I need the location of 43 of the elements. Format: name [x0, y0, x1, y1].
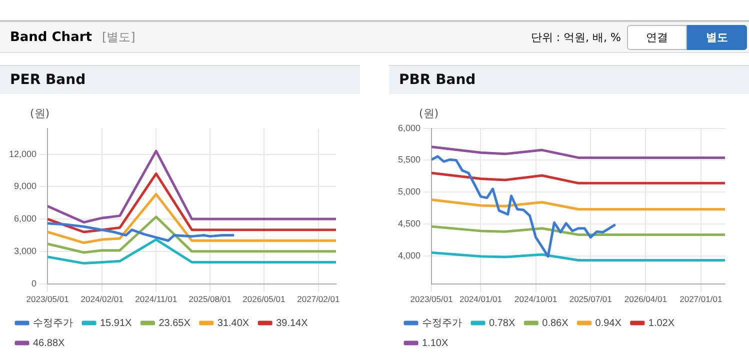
text: 단위 : 억원, 배, %: [530, 30, 621, 44]
x-tick-label: 2023/05/01: [26, 294, 70, 304]
legend-label: 수정주가: [33, 318, 73, 329]
y-tick-label: 3,000: [14, 246, 37, 256]
y-tick-label: 6,000: [398, 122, 421, 133]
text: 별도: [687, 24, 747, 50]
x-tick-label: 2026/05/01: [242, 294, 286, 304]
y-tick-label: 4,000: [398, 250, 421, 260]
x-tick-label: 2025/08/01: [188, 294, 232, 304]
text: [별도]: [102, 28, 136, 46]
x-tick-label: 2024/02/01: [80, 294, 124, 304]
legend-label: 23.65X: [158, 318, 191, 329]
x-tick-label: 2024/01/01: [459, 294, 502, 304]
y-axis-title: (원): [418, 106, 440, 120]
y-tick-label: 5,000: [398, 186, 421, 197]
y-tick-label: 4,500: [398, 218, 421, 228]
y-tick-label: 12,000: [8, 148, 37, 159]
y-tick-label: 9,000: [14, 181, 37, 192]
y-tick-label: 6,000: [14, 214, 37, 224]
text: 연결: [627, 24, 687, 50]
legend-label: 31.40X: [217, 318, 250, 329]
legend-label: 46.88X: [33, 338, 66, 349]
legend-label: 수정주가: [422, 318, 462, 329]
x-tick-label: 2027/02/01: [297, 294, 340, 304]
x-tick-label: 2025/07/01: [569, 294, 612, 304]
x-tick-label: 2027/01/01: [680, 294, 722, 304]
chart-title: PBR Band: [389, 65, 749, 94]
legend-label: 0.86X: [542, 318, 569, 329]
chart-title: PER Band: [0, 65, 360, 94]
x-tick-label: 2024/10/01: [514, 294, 558, 304]
legend-label: 39.14X: [276, 318, 308, 329]
y-tick-label: 0: [32, 278, 37, 288]
legend-label: 0.94X: [595, 318, 622, 329]
legend-label: 1.10X: [422, 338, 448, 349]
x-tick-label: 2024/11/01: [135, 294, 178, 304]
legend-label: 1.02X: [648, 318, 675, 329]
y-axis-title: (원): [29, 106, 51, 120]
x-tick-label: 2023/05/01: [410, 294, 454, 304]
x-tick-label: 2026/04/01: [624, 294, 668, 304]
legend-label: 0.78X: [489, 318, 516, 329]
text: Band Chart: [10, 30, 92, 44]
y-tick-label: 5,500: [398, 154, 421, 165]
legend-label: 15.91X: [100, 318, 132, 329]
